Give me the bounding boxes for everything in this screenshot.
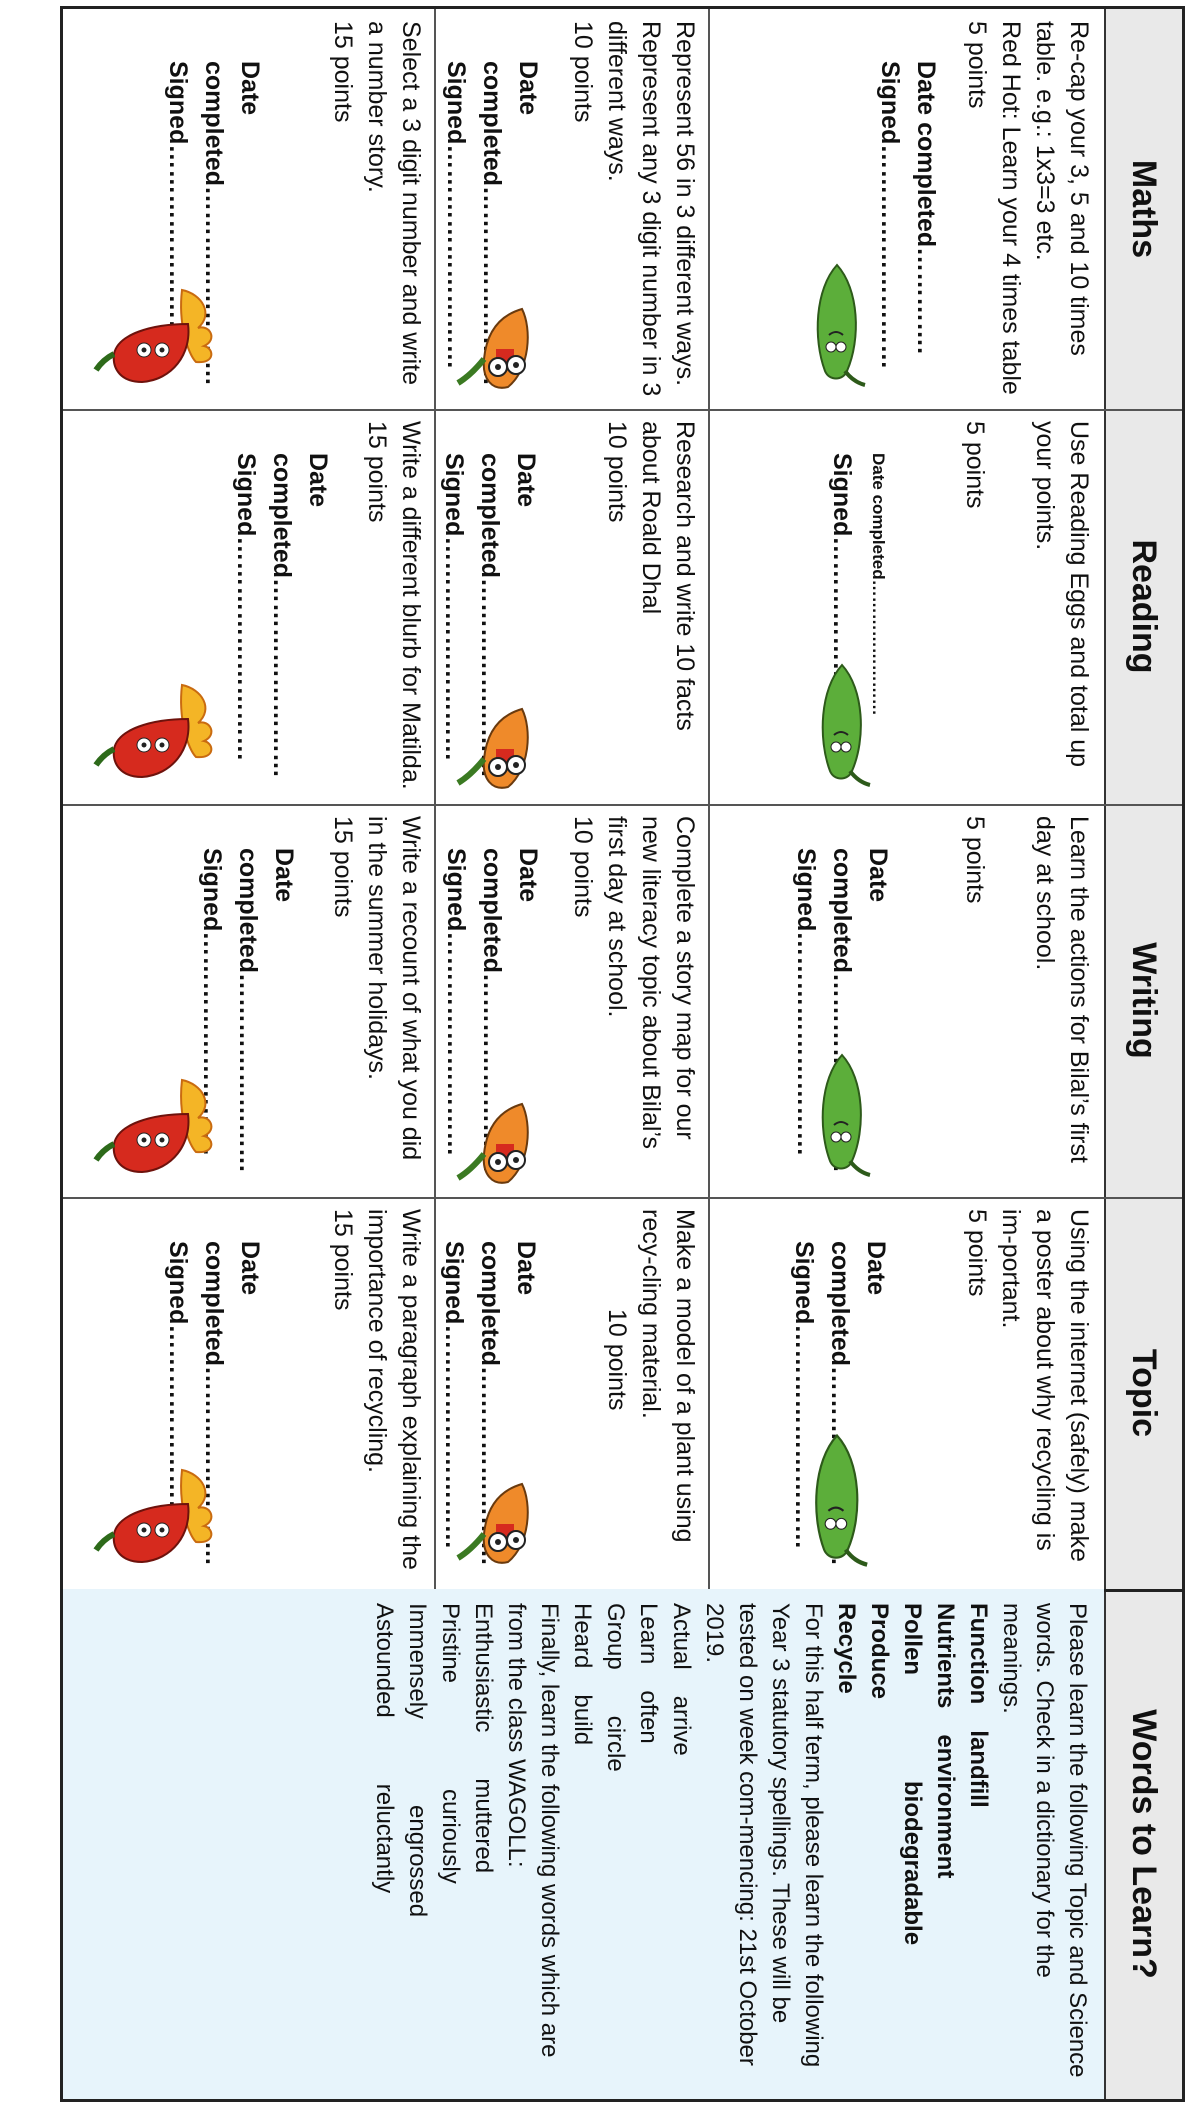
red-chili-icon <box>93 683 213 779</box>
spelling-intro: For this half term, please learn the fol… <box>701 1603 827 2068</box>
green-chili-icon <box>816 263 866 387</box>
date-completed: Date completed…………………… <box>268 453 332 779</box>
orange-chili-icon <box>456 307 529 389</box>
wagoll-row: Immensely engrossed <box>404 1603 431 1918</box>
date-completed: Date completed…………………… <box>234 848 298 1174</box>
red-chili-icon <box>93 288 213 384</box>
spelling-row: Heard build <box>569 1603 596 1746</box>
orange-chili-icon <box>456 707 529 789</box>
science-word-row: Nutrients environment <box>932 1603 959 1879</box>
signed: Signed……………………… <box>876 61 904 370</box>
green-chili-icon <box>821 663 871 787</box>
spelling-row: Learn often <box>635 1603 662 1744</box>
red-chili-icon <box>93 1468 213 1564</box>
science-word-row: Pollen biodegradable <box>899 1603 926 1946</box>
words-to-learn-panel: Please learn the following Topic and Sci… <box>63 1589 1104 2099</box>
orange-chili-icon <box>456 1102 529 1184</box>
orange-chili-icon <box>456 1482 529 1564</box>
header-reading: Reading <box>1104 409 1182 804</box>
words-intro: Please learn the following Topic and Sci… <box>998 1603 1091 2078</box>
header-topic: Topic <box>1104 1197 1182 1589</box>
spelling-row: Actual arrive <box>668 1603 695 1756</box>
header-words: Words to Learn? <box>1104 1589 1182 2099</box>
red-chili-icon <box>93 1078 213 1174</box>
science-word-row: Function landfill <box>965 1603 992 1808</box>
spelling-row: Group circle <box>602 1603 629 1772</box>
science-word-row: Produce <box>866 1603 893 1700</box>
green-chili-icon <box>815 1433 868 1567</box>
date-completed: Date completed…………. <box>912 61 940 355</box>
wagoll-intro: Finally, learn the following words which… <box>503 1603 563 2058</box>
homework-grid: Maths Reading Writing Topic Words to Lea… <box>60 6 1185 2102</box>
green-chili-icon <box>821 1053 871 1177</box>
writing-task-1: Learn the actions for Bilal’s first day … <box>710 804 1102 1197</box>
signed: Signed……………………… <box>232 453 260 762</box>
header-writing: Writing <box>1104 804 1182 1197</box>
maths-task-1: Re-cap your 3, 5 and 10 times table. e.g… <box>710 9 1102 409</box>
wagoll-row: Pristine curiously <box>437 1603 464 1884</box>
header-maths: Maths <box>1104 9 1182 409</box>
wagoll-row: Enthusiastic muttered <box>470 1603 497 1874</box>
science-word-row: Recycle <box>833 1603 860 1694</box>
wagoll-row: Astounded reluctantly <box>371 1603 398 1894</box>
topic-task-1: Using the internet (safely) make a poste… <box>710 1197 1102 1589</box>
reading-task-1: Use Reading Eggs and total up your point… <box>710 409 1102 804</box>
